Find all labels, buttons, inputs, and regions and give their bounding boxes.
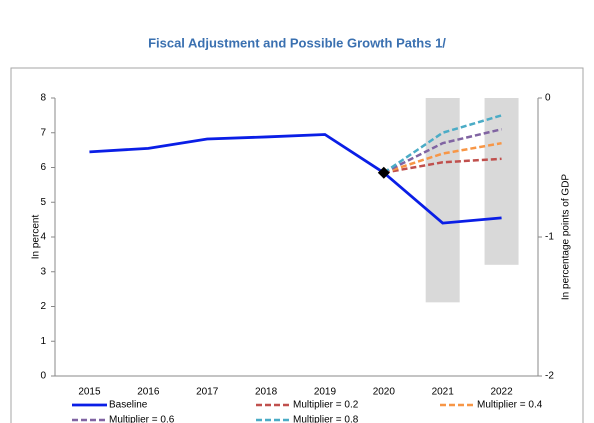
bar xyxy=(484,98,519,265)
y2-tick-label: -2 xyxy=(545,371,554,382)
legend-label: Baseline xyxy=(109,400,148,411)
x-tick-label: 2018 xyxy=(255,387,278,398)
y-tick-label: 0 xyxy=(40,371,46,382)
y-tick-label: 2 xyxy=(40,301,46,312)
line-series xyxy=(89,133,502,225)
x-tick-label: 2019 xyxy=(314,387,337,398)
legend-label: Multiplier = 0.8 xyxy=(293,415,359,423)
y2-axis-label: In percentage points of GDP xyxy=(561,174,572,301)
line-series xyxy=(383,141,502,174)
y2-tick-label: 0 xyxy=(545,93,551,104)
y-tick-label: 4 xyxy=(40,232,46,243)
chart-frame xyxy=(10,67,584,423)
y2-tick-label: -1 xyxy=(545,232,554,243)
y-tick-label: 6 xyxy=(40,162,46,173)
y-tick-label: 7 xyxy=(40,127,46,138)
x-tick-label: 2017 xyxy=(196,387,219,398)
bar xyxy=(425,98,460,303)
chart-title: Fiscal Adjustment and Possible Growth Pa… xyxy=(148,35,446,50)
x-tick-label: 2021 xyxy=(432,387,455,398)
legend-label: Multiplier = 0.6 xyxy=(109,415,175,423)
x-tick-label: 2022 xyxy=(490,387,513,398)
y-tick-label: 3 xyxy=(40,266,46,277)
y-axis-label: In percent xyxy=(31,215,42,260)
line-series xyxy=(383,157,502,174)
branch-marker xyxy=(377,166,390,179)
line-series xyxy=(383,128,502,174)
x-tick-label: 2016 xyxy=(137,387,160,398)
x-tick-label: 2015 xyxy=(78,387,101,398)
legend-label: Multiplier = 0.4 xyxy=(477,400,543,411)
y-tick-label: 1 xyxy=(40,336,46,347)
y-tick-label: 8 xyxy=(40,93,46,104)
line-series xyxy=(383,114,502,174)
legend-label: Multiplier = 0.2 xyxy=(293,400,359,411)
x-tick-label: 2020 xyxy=(373,387,396,398)
y-tick-label: 5 xyxy=(40,197,46,208)
